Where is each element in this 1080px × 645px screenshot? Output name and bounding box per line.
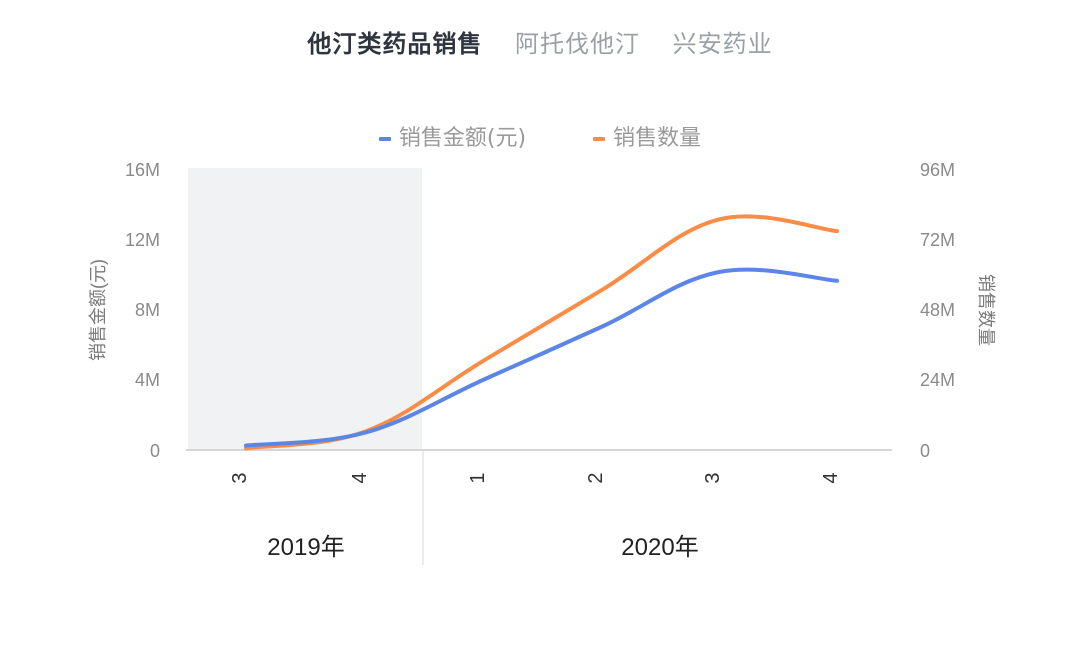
chart-legend: 销售金额(元) 销售数量 — [0, 120, 1080, 152]
legend-item-amount[interactable]: 销售金额(元) — [378, 120, 527, 152]
quarter-label: 4 — [820, 472, 842, 483]
amount-line — [244, 267, 839, 448]
legend-label-quantity: 销售数量 — [613, 126, 702, 151]
year-labels: 2019年 2020年 — [267, 534, 698, 561]
right-axis-title: 销售数量 — [976, 274, 996, 346]
tab-statin-sales[interactable]: 他汀类药品销售 — [307, 30, 483, 58]
year-label-2020: 2020年 — [621, 534, 698, 561]
quarter-label: 4 — [349, 472, 371, 483]
amount-swatch-icon — [378, 137, 391, 141]
quarter-label: 3 — [702, 472, 724, 483]
right-tick: 48M — [920, 300, 955, 320]
right-tick: 0 — [920, 441, 930, 461]
year-label-2019: 2019年 — [267, 534, 344, 561]
highlight-band-2019 — [188, 168, 422, 450]
left-y-axis: 16M 12M 8M 4M 0 — [125, 160, 160, 461]
quarter-label: 1 — [467, 472, 489, 483]
tab-bar: 他汀类药品销售 阿托伐他汀 兴安药业 — [0, 24, 1080, 59]
left-tick: 4M — [135, 370, 160, 390]
tab-xingan-pharma[interactable]: 兴安药业 — [672, 30, 773, 58]
left-tick: 12M — [125, 230, 160, 250]
tab-atorvastatin[interactable]: 阿托伐他汀 — [515, 30, 640, 58]
left-tick: 8M — [135, 300, 160, 320]
quarter-labels: 3 4 1 2 3 4 — [229, 472, 842, 483]
legend-item-quantity[interactable]: 销售数量 — [593, 120, 701, 152]
legend-label-amount: 销售金额(元) — [398, 126, 527, 151]
left-tick: 16M — [125, 160, 160, 180]
left-tick: 0 — [150, 441, 160, 461]
quantity-swatch-icon — [593, 137, 606, 141]
right-tick: 72M — [920, 230, 955, 250]
right-tick: 96M — [920, 160, 955, 180]
left-axis-title: 销售金额(元) — [88, 259, 108, 361]
right-tick: 24M — [920, 370, 955, 390]
quarter-label: 3 — [229, 472, 251, 483]
quarter-label: 2 — [585, 472, 607, 483]
right-y-axis: 96M 72M 48M 24M 0 — [920, 160, 955, 461]
